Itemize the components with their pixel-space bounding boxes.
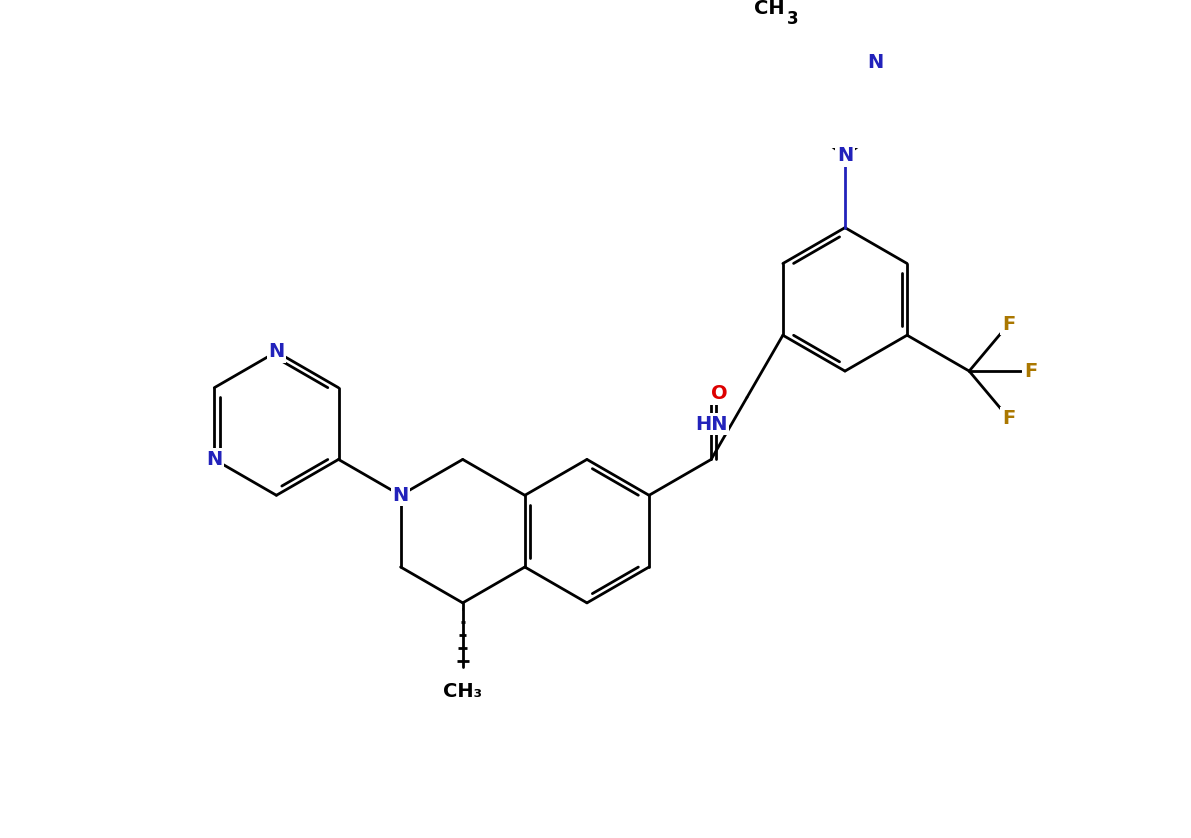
Text: F: F (1002, 409, 1015, 427)
Text: N: N (867, 53, 884, 72)
Text: CH: CH (754, 0, 785, 18)
Text: N: N (268, 343, 285, 361)
Text: N: N (837, 147, 853, 165)
Text: N: N (393, 486, 409, 504)
Text: F: F (1024, 361, 1037, 380)
Text: O: O (711, 385, 728, 403)
Text: 3: 3 (786, 9, 798, 28)
Text: F: F (1002, 314, 1015, 334)
Text: CH₃: CH₃ (443, 682, 482, 701)
Text: N: N (206, 450, 223, 469)
Text: HN: HN (694, 415, 728, 434)
